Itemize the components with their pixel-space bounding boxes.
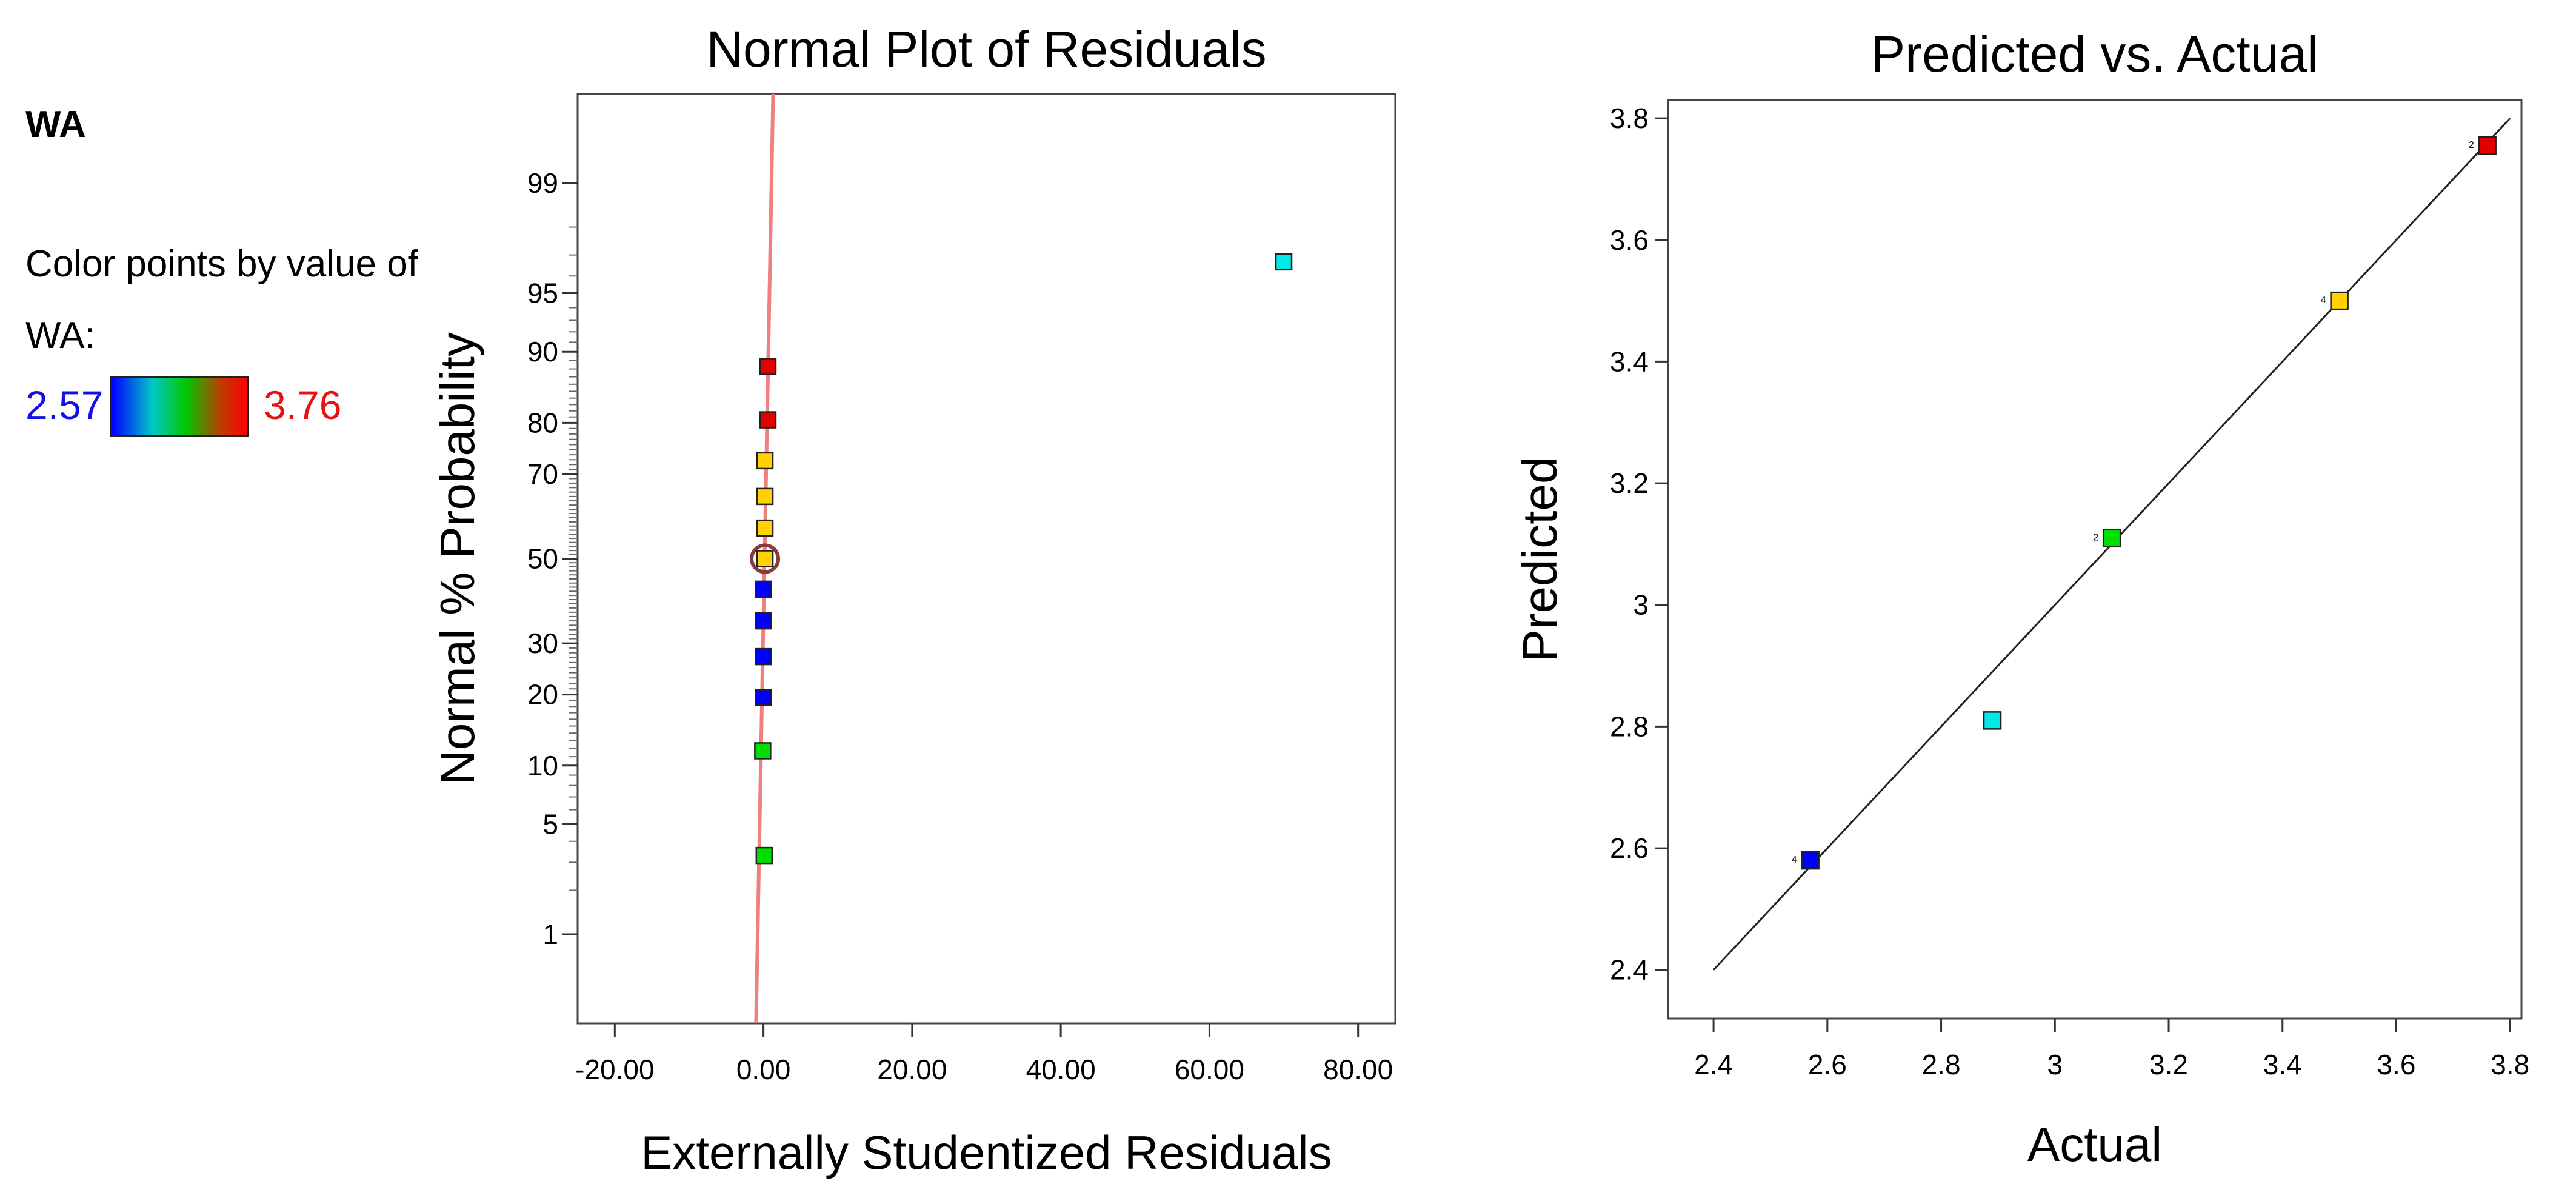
point-count-label: 4 (1792, 855, 1797, 865)
residual-point[interactable] (755, 580, 772, 598)
y-tick-label: 70 (527, 458, 558, 490)
point-count-label: 4 (2321, 295, 2326, 306)
legend-min-value: 2.57 (25, 383, 104, 427)
residual-point[interactable] (756, 519, 774, 537)
prediction-point[interactable] (2330, 291, 2349, 310)
residual-point[interactable] (755, 689, 772, 706)
point-count-label: 2 (2469, 140, 2474, 150)
y-tick-label: 5 (542, 809, 558, 840)
residual-point[interactable] (755, 846, 773, 865)
prediction-point[interactable] (1983, 711, 2002, 730)
residual-point[interactable] (1275, 253, 1293, 271)
y-tick-label: 30 (527, 627, 558, 659)
x-axis-label: Actual (2027, 1117, 2162, 1171)
y-tick-label: 20 (527, 679, 558, 711)
y-tick-label: 90 (527, 336, 558, 367)
chart-title: Predicted vs. Actual (1871, 25, 2318, 82)
chart-title: Normal Plot of Residuals (706, 21, 1266, 78)
x-tick-label: 3.2 (2149, 1049, 2188, 1080)
residual-point[interactable] (756, 452, 774, 470)
normal-plot-chart[interactable]: Normal Plot of Residuals Externally Stude… (430, 21, 1396, 1179)
y-tick-label: 2.4 (1610, 954, 1649, 986)
legend-variable-label: WA: (25, 315, 95, 356)
selected-point-ring (750, 543, 781, 574)
residual-point[interactable] (755, 612, 772, 630)
y-tick-label: 2.8 (1610, 711, 1649, 742)
y-tick-label: 3.2 (1610, 467, 1649, 499)
x-tick-label: 40.00 (1026, 1054, 1096, 1085)
y-tick-label: 95 (527, 277, 558, 309)
legend-title: WA (25, 104, 86, 146)
y-tick-label: 1 (542, 918, 558, 950)
legend-color-by-label: Color points by value of (25, 243, 418, 285)
y-tick-label: 2.6 (1610, 832, 1649, 864)
prediction-point[interactable] (1801, 851, 1820, 870)
plot-frame (1667, 99, 2523, 1020)
y-tick-label: 99 (527, 167, 558, 199)
x-tick-label: 60.00 (1175, 1054, 1244, 1085)
y-tick-label: 3.8 (1610, 102, 1649, 134)
x-tick-label: 3 (2047, 1049, 2063, 1080)
x-tick-label: 2.8 (1922, 1049, 1961, 1080)
x-axis-label: Externally Studentized Residuals (641, 1126, 1332, 1179)
y-tick-label: 50 (527, 543, 558, 575)
legend-max-value: 3.76 (264, 383, 342, 427)
x-tick-label: 2.4 (1694, 1049, 1733, 1080)
residual-point[interactable] (759, 358, 777, 375)
residual-point[interactable] (759, 411, 777, 429)
residual-point[interactable] (756, 487, 774, 506)
x-tick-label: 20.00 (877, 1054, 947, 1085)
residual-point[interactable] (756, 550, 774, 567)
prediction-point[interactable] (2478, 136, 2497, 155)
residual-point[interactable] (755, 647, 772, 666)
x-tick-label: 2.6 (1808, 1049, 1847, 1080)
x-tick-label: 0.00 (736, 1054, 791, 1085)
x-tick-label: 80.00 (1323, 1054, 1393, 1085)
y-tick-label: 3.6 (1610, 224, 1649, 256)
legend-color-gradient (110, 376, 249, 437)
y-axis-label: Normal % Probability (430, 332, 484, 785)
x-tick-label: -20.00 (575, 1054, 654, 1085)
residual-point[interactable] (754, 742, 772, 760)
predicted-vs-actual-chart[interactable]: Predicted vs. Actual Actual Predicted 2.4 2.… (1513, 25, 2529, 1171)
x-tick-label: 3.6 (2377, 1049, 2416, 1080)
x-tick-label: 3.8 (2491, 1049, 2529, 1080)
y-tick-label: 3.4 (1610, 346, 1649, 377)
y-tick-label: 80 (527, 407, 558, 438)
y-tick-label: 10 (527, 750, 558, 781)
prediction-point[interactable] (2102, 529, 2121, 547)
plot-frame (576, 93, 1396, 1025)
y-tick-label: 3 (1633, 589, 1649, 621)
point-count-label: 2 (2093, 532, 2098, 543)
x-tick-label: 3.4 (2263, 1049, 2302, 1080)
y-axis-label: Predicted (1513, 457, 1567, 662)
